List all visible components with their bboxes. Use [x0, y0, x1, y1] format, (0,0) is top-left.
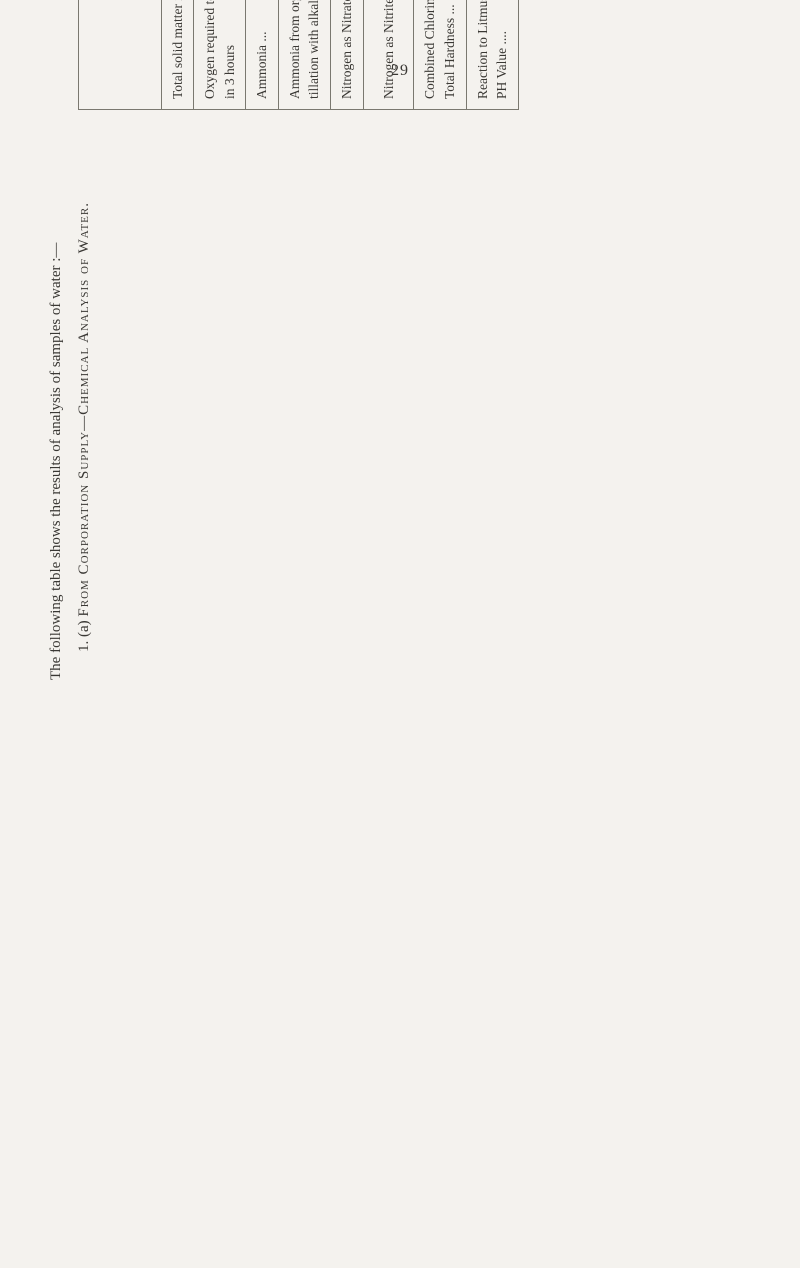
table-row: Total solid matter in solution ... 8.60 …: [161, 0, 194, 110]
row-label: Combined Chlorine ...Total Hardness ...: [414, 0, 466, 110]
table-caption: The following table shows the results of…: [44, 202, 96, 680]
caption-prefix: 1. (a): [76, 617, 92, 652]
row-label: Oxygen required to oxidise—in 15 mins. i…: [194, 0, 246, 110]
row-label: Reaction to Litmus...PH Value ....: [466, 0, 518, 110]
header-blank: [79, 0, 162, 110]
row-label: Ammonia ...: [246, 0, 279, 110]
row-label: Ammonia from organic matter by dis- till…: [278, 0, 330, 110]
table-body: Total solid matter in solution ... 8.60 …: [161, 0, 518, 110]
data-table-wrap: Seathwaite. Poaka Beck. Mixed Supply. Se…: [78, 0, 800, 110]
table-header-row-1: Seathwaite. Poaka Beck. Mixed Supply. Se…: [79, 0, 130, 110]
table-row: Ammonia ... 0.002 0.001 0.001 0.001 0.00…: [246, 0, 279, 110]
caption-line2: 1. (a) From Corporation Supply—Chemical …: [72, 202, 96, 652]
row-label: Total solid matter in solution ...: [161, 0, 194, 110]
table-row: Combined Chlorine ...Total Hardness ... …: [414, 0, 466, 110]
row-label: Nitrogen as Nitrates...: [331, 0, 364, 110]
analysis-table: Seathwaite. Poaka Beck. Mixed Supply. Se…: [78, 0, 519, 110]
caption-line1: The following table shows the results of…: [44, 202, 68, 680]
row-label: Nitrogen as Nitrites...: [363, 0, 414, 110]
table-row: Reaction to Litmus...PH Value .... Neutr…: [466, 0, 518, 110]
table-row: Nitrogen as Nitrites... None. Very minut…: [363, 0, 414, 110]
table-row: Nitrogen as Nitrates... None. 0.04 None.…: [331, 0, 364, 110]
table-row: Ammonia from organic matter by dis- till…: [278, 0, 330, 110]
caption-corp: Corporation Supply—Chemical Analysis of …: [76, 202, 92, 579]
caption-from: From: [76, 579, 92, 616]
table-row: Oxygen required to oxidise—in 15 mins. i…: [194, 0, 246, 110]
